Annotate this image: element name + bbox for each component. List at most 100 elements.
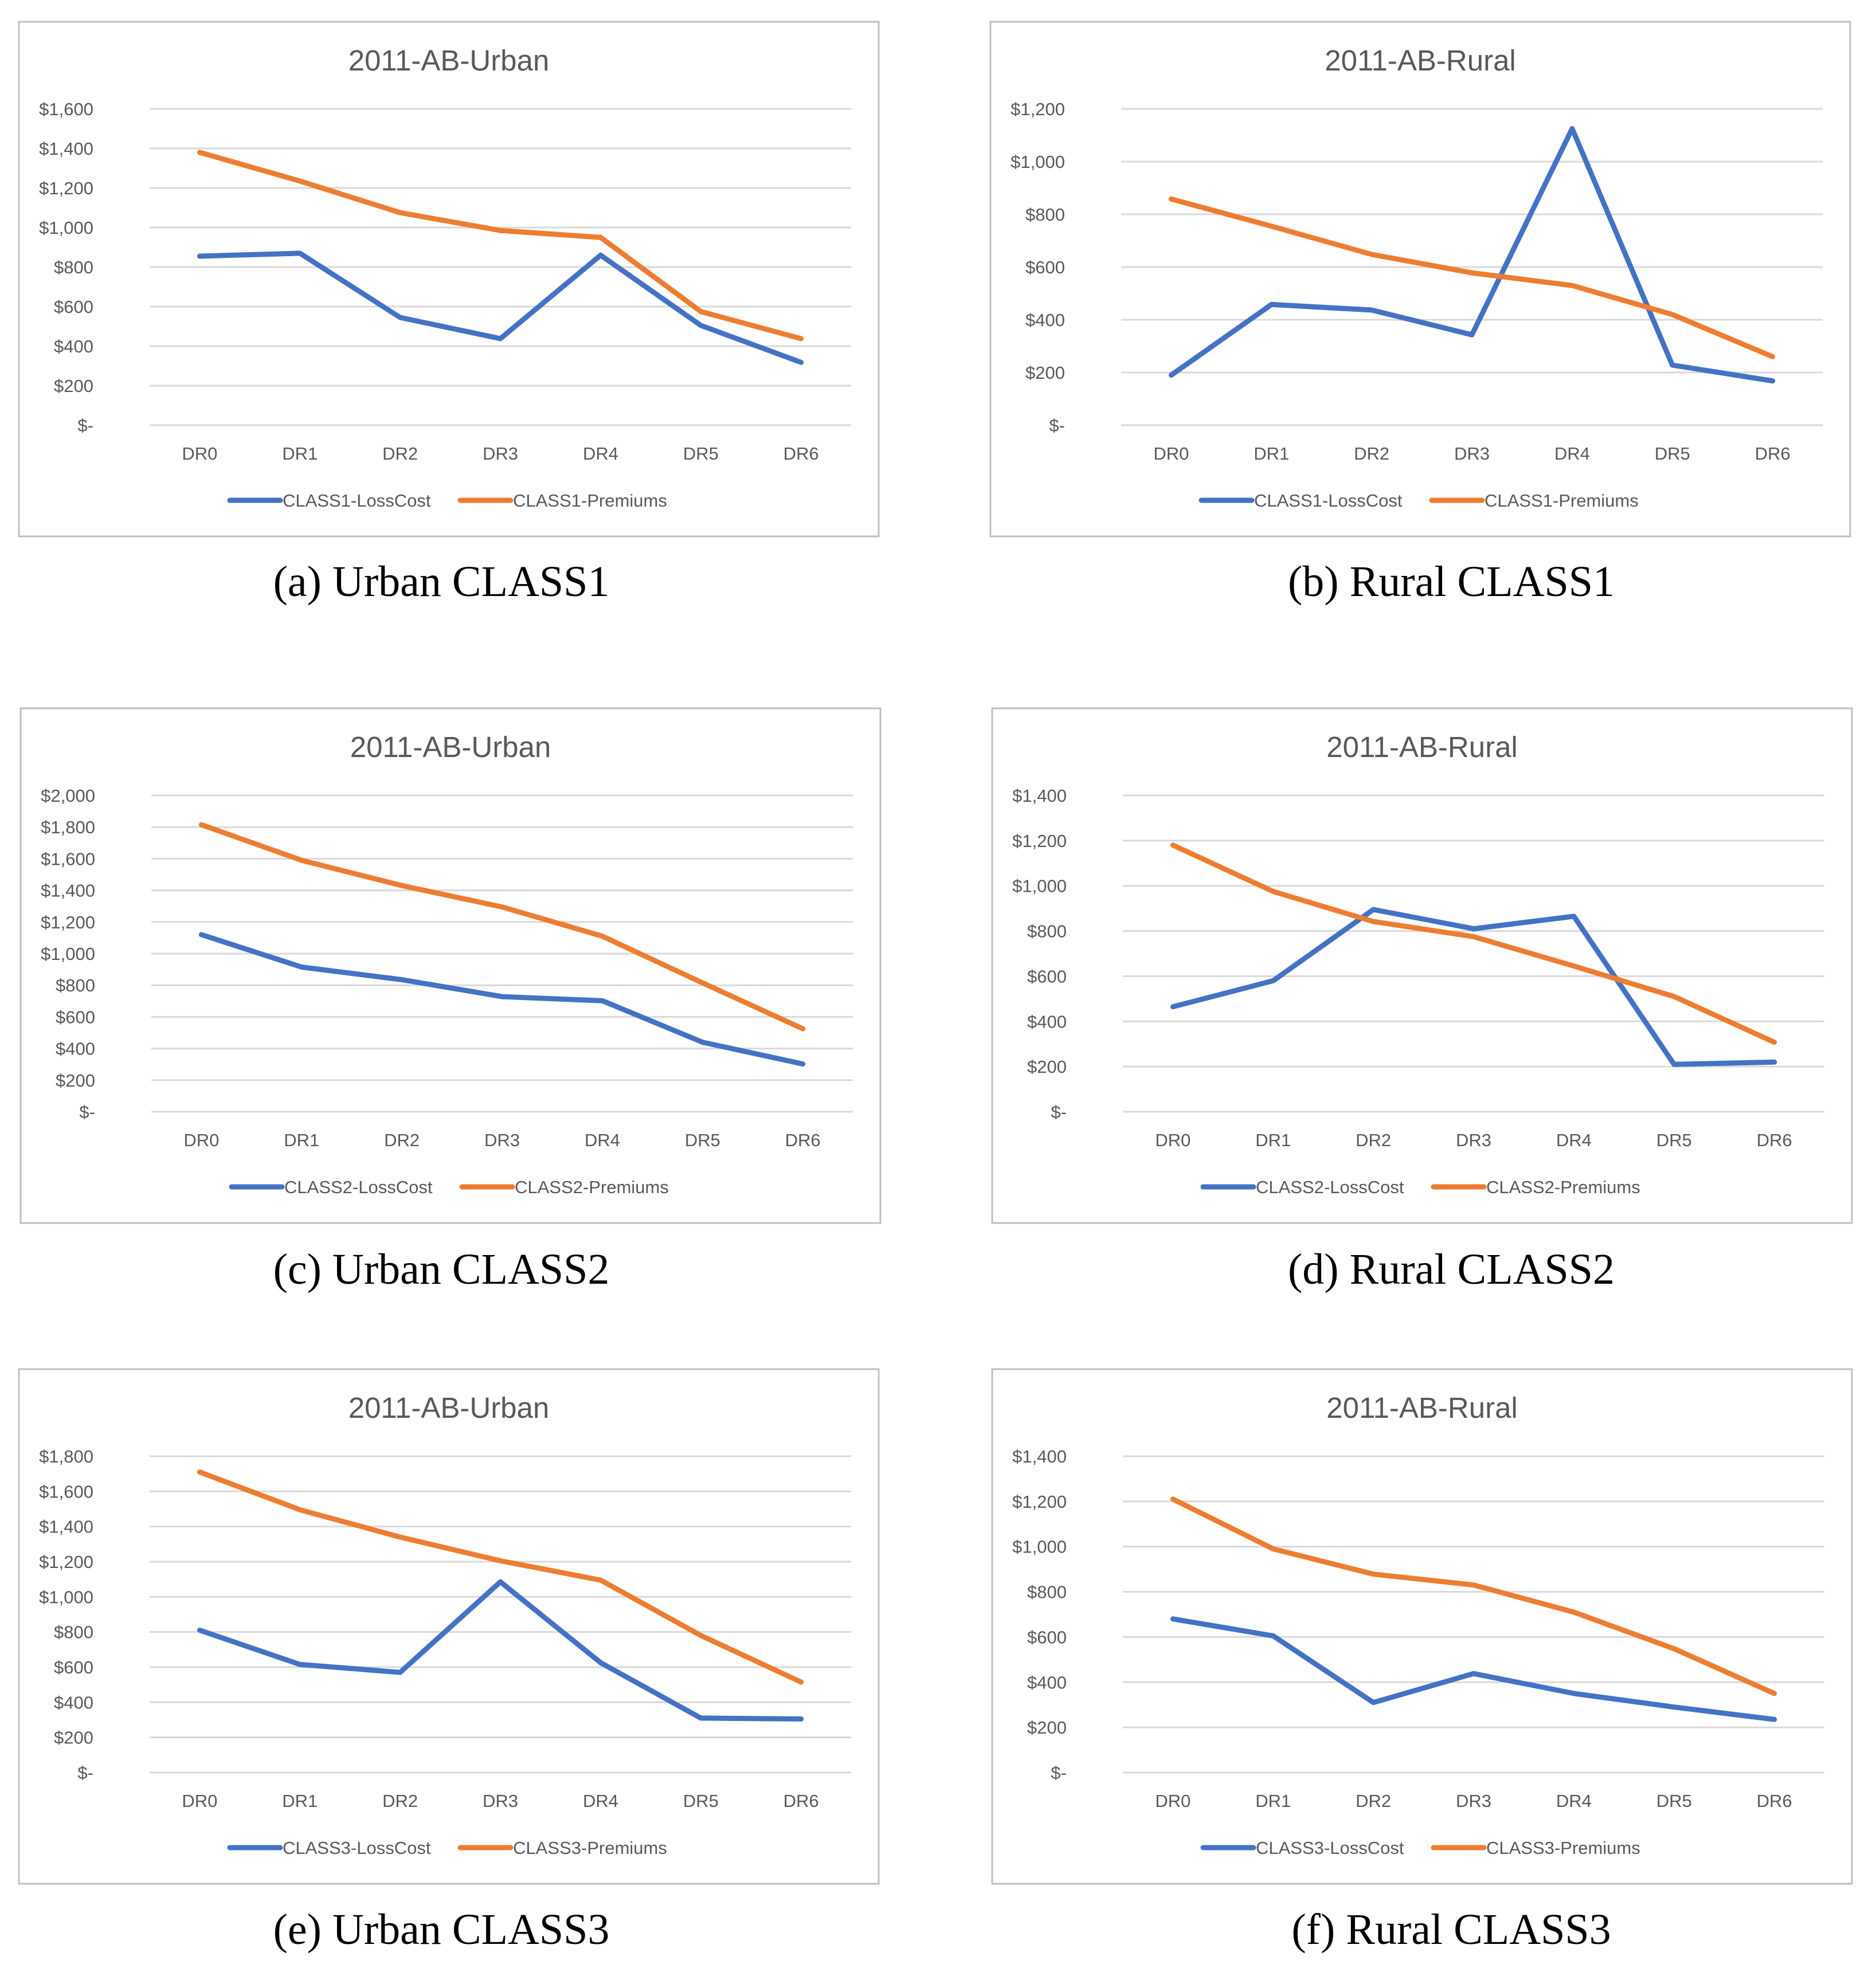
y-tick-label: $800 xyxy=(1027,922,1067,942)
chart-panel-4: 2011-AB-Urban $- $200 $400 $600 $800 $1,000 $1,… xyxy=(18,1368,880,1885)
y-tick-label: $- xyxy=(79,1102,95,1122)
legend-entry: CLASS1-LossCost xyxy=(283,491,431,511)
x-tick-label: DR0 xyxy=(1153,444,1189,464)
x-tick-label: DR6 xyxy=(785,1130,821,1150)
y-tick-label: $400 xyxy=(54,336,93,356)
y-tick-label: $600 xyxy=(1027,1627,1067,1647)
y-tick-label: $1,600 xyxy=(39,1481,93,1501)
series-line-losscost xyxy=(1170,907,1777,1067)
legend-entry: CLASS2-Premiums xyxy=(515,1177,669,1197)
y-tick-label: $800 xyxy=(1027,1582,1067,1602)
x-tick-label: DR1 xyxy=(282,1791,318,1811)
x-tick-label: DR0 xyxy=(1155,1791,1190,1811)
y-tick-label: $1,400 xyxy=(1012,1446,1067,1467)
x-tick-label: DR3 xyxy=(483,444,518,464)
x-tick-label: DR5 xyxy=(685,1130,720,1150)
x-tick-label: DR3 xyxy=(484,1130,520,1150)
y-tick-label: $1,200 xyxy=(1011,99,1065,119)
series-line-premiums xyxy=(197,150,804,342)
x-tick-label: DR2 xyxy=(1354,444,1389,464)
y-tick-label: $800 xyxy=(54,1622,93,1642)
y-tick-label: $- xyxy=(1051,1763,1067,1783)
y-tick-label: $1,000 xyxy=(39,218,93,238)
series-line-premiums xyxy=(197,1469,804,1685)
chart-title: 2011-AB-Rural xyxy=(1325,44,1516,77)
y-tick-label: $600 xyxy=(56,1007,95,1027)
chart-panel-1: 2011-AB-Rural $- $200 $400 $600 $800 $1,000 $1,… xyxy=(989,21,1851,538)
panel-caption: (b) Rural CLASS1 xyxy=(1288,558,1615,606)
x-tick-label: DR1 xyxy=(284,1130,319,1150)
x-tick-label: DR0 xyxy=(182,1791,217,1811)
y-tick-label: $1,200 xyxy=(1012,1492,1067,1512)
x-tick-label: DR1 xyxy=(1255,1791,1291,1811)
x-tick-label: DR3 xyxy=(1456,1791,1491,1811)
series-line-losscost xyxy=(197,1579,804,1722)
x-tick-label: DR1 xyxy=(1254,444,1289,464)
panel-caption: (a) Urban CLASS1 xyxy=(273,558,610,606)
chart-title: 2011-AB-Urban xyxy=(348,44,550,77)
x-tick-label: DR3 xyxy=(483,1791,518,1811)
legend-entry: CLASS3-LossCost xyxy=(283,1838,431,1858)
chart-frame xyxy=(991,707,1853,1224)
y-tick-label: $1,400 xyxy=(39,1517,93,1537)
y-tick-label: $- xyxy=(1049,415,1065,436)
y-tick-label: $1,000 xyxy=(41,944,95,964)
chart-title: 2011-AB-Rural xyxy=(1326,1391,1518,1424)
legend-entry: CLASS1-Premiums xyxy=(513,491,667,511)
series-line-losscost xyxy=(1170,1616,1777,1722)
chart-title: 2011-AB-Urban xyxy=(350,731,551,763)
x-tick-label: DR6 xyxy=(1757,1130,1792,1150)
x-tick-label: DR3 xyxy=(1454,444,1490,464)
panel-caption: (f) Rural CLASS3 xyxy=(1291,1906,1611,1954)
y-tick-label: $800 xyxy=(1025,205,1065,225)
x-tick-label: DR2 xyxy=(382,1791,418,1811)
x-tick-label: DR6 xyxy=(1757,1791,1792,1811)
legend-entry: CLASS2-Premiums xyxy=(1486,1177,1640,1197)
x-tick-label: DR6 xyxy=(784,1791,819,1811)
x-tick-label: DR6 xyxy=(784,444,819,464)
x-tick-label: DR3 xyxy=(1456,1130,1491,1150)
y-tick-label: $200 xyxy=(1027,1057,1067,1077)
y-tick-label: $600 xyxy=(1025,257,1065,277)
y-tick-label: $1,400 xyxy=(39,139,93,159)
y-tick-label: $200 xyxy=(54,1728,93,1748)
legend-entry: CLASS3-LossCost xyxy=(1256,1838,1404,1858)
y-tick-label: $1,000 xyxy=(1012,876,1067,896)
y-tick-label: $200 xyxy=(56,1071,95,1091)
chart-panel-2: 2011-AB-Urban $- $200 $400 $600 $800 $1,000 $1,… xyxy=(19,707,882,1224)
y-tick-label: $2,000 xyxy=(41,786,95,806)
y-tick-label: $600 xyxy=(1027,966,1067,986)
series-line-losscost xyxy=(1168,126,1776,384)
y-tick-label: $1,200 xyxy=(39,178,93,198)
series-line-premiums xyxy=(1170,1496,1777,1696)
chart-frame xyxy=(989,21,1851,538)
x-tick-label: DR4 xyxy=(1556,1791,1592,1811)
y-tick-label: $400 xyxy=(1025,310,1065,330)
x-tick-label: DR5 xyxy=(683,444,719,464)
legend-entry: CLASS1-LossCost xyxy=(1254,491,1403,511)
x-tick-label: DR2 xyxy=(384,1130,420,1150)
series-line-premiums xyxy=(198,822,806,1032)
y-tick-label: $1,200 xyxy=(1012,831,1067,851)
chart-panel-3: 2011-AB-Rural $- $200 $400 $600 $800 $1,000 $1,… xyxy=(991,707,1853,1224)
x-tick-label: DR2 xyxy=(1356,1791,1391,1811)
y-tick-label: $400 xyxy=(1027,1011,1067,1032)
y-tick-label: $1,000 xyxy=(39,1587,93,1607)
x-tick-label: DR0 xyxy=(1155,1130,1190,1150)
x-tick-label: DR4 xyxy=(1556,1130,1592,1150)
y-tick-label: $1,000 xyxy=(1011,152,1065,172)
y-tick-label: $600 xyxy=(54,297,93,317)
panel-caption: (e) Urban CLASS3 xyxy=(273,1906,610,1954)
x-tick-label: DR1 xyxy=(1255,1130,1291,1150)
y-tick-label: $1,800 xyxy=(41,817,95,837)
x-tick-label: DR4 xyxy=(583,1791,618,1811)
y-tick-label: $200 xyxy=(1027,1718,1067,1738)
y-tick-label: $- xyxy=(77,415,93,436)
x-tick-label: DR4 xyxy=(585,1130,620,1150)
chart-frame xyxy=(19,707,882,1224)
legend-entry: CLASS3-Premiums xyxy=(513,1838,667,1858)
chart-frame xyxy=(18,21,880,538)
y-tick-label: $400 xyxy=(1027,1672,1067,1692)
y-tick-label: $1,200 xyxy=(41,912,95,932)
panel-caption: (d) Rural CLASS2 xyxy=(1288,1245,1615,1293)
